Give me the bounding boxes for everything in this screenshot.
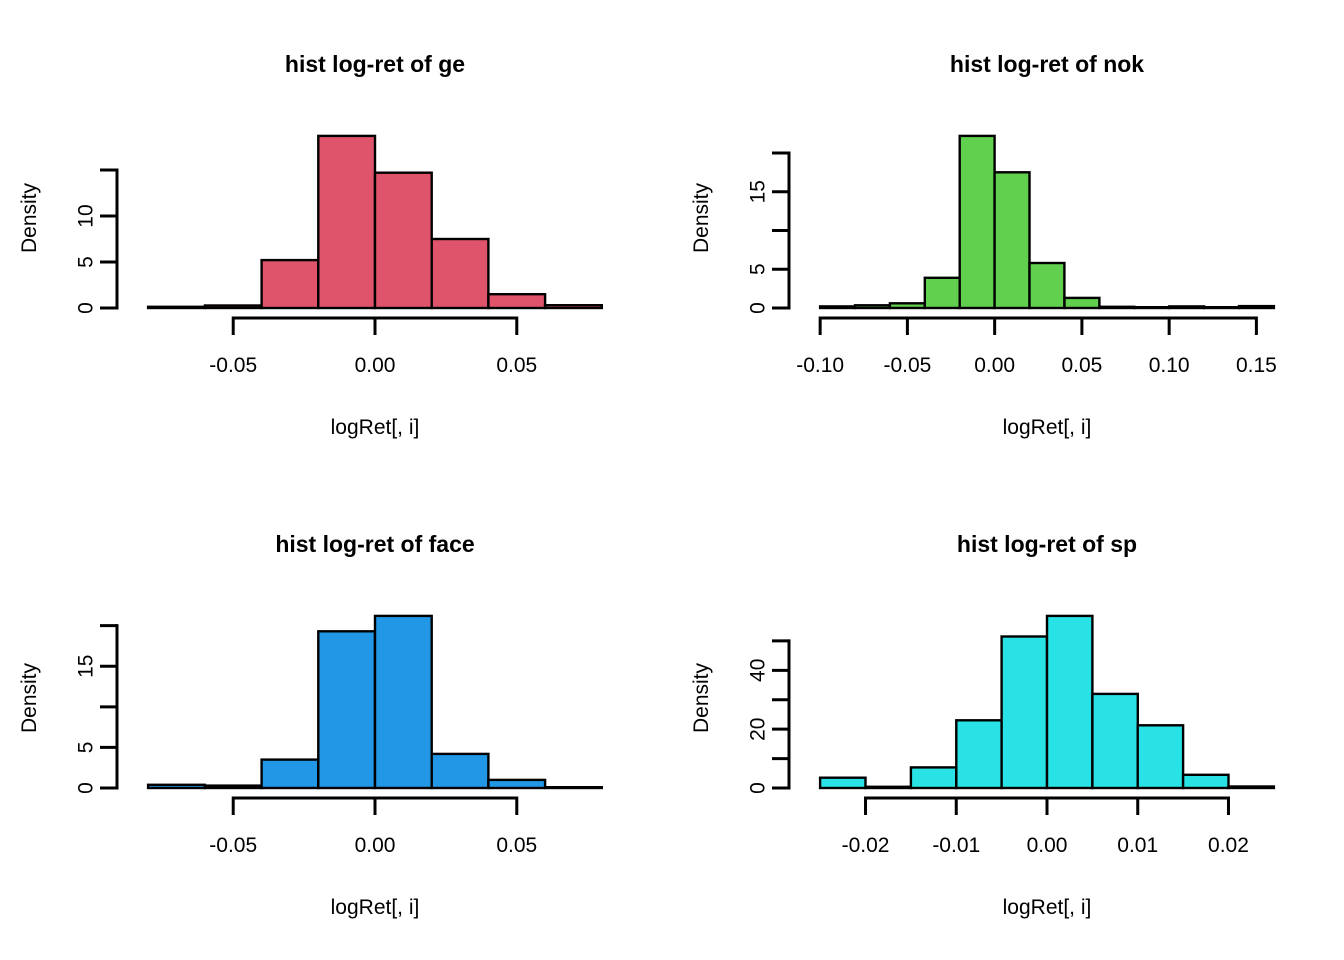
x-tick-label: 0.15 [1236, 354, 1277, 377]
histogram-bar [487, 778, 547, 790]
x-tick-label: -0.05 [209, 354, 257, 377]
x-tick-label: 0.05 [1061, 354, 1102, 377]
histogram-bar [260, 258, 320, 310]
histogram-bar [543, 786, 603, 790]
panel-ge: hist log-ret of ge Density logRet[, i] 0… [0, 0, 672, 480]
y-tick-label: 15 [75, 655, 98, 678]
x-axis-title: logRet[, i] [330, 416, 420, 439]
panel-sp: hist log-ret of sp Density logRet[, i] 0… [672, 480, 1344, 960]
y-tick-label: 10 [74, 204, 97, 227]
histogram-bar [1136, 724, 1185, 790]
histogram-bar [1202, 306, 1241, 310]
histogram-bar [955, 719, 1003, 790]
y-tick-label: 5 [75, 742, 98, 754]
histogram-bar [888, 302, 926, 310]
y-tick-label: 40 [747, 659, 770, 682]
histogram-plot-nok: 0 5 15 -0.10 -0.05 0.00 0.05 0.10 0.15 [747, 134, 1277, 377]
x-tick-label: -0.02 [842, 834, 890, 857]
histogram-bar [1063, 296, 1101, 310]
chart-title: hist log-ret of ge [284, 51, 466, 77]
histogram-bar [373, 171, 433, 310]
histogram-bar [260, 758, 320, 790]
y-tick-label: 0 [747, 782, 770, 794]
chart-title: hist log-ret of nok [949, 51, 1145, 77]
y-tick-label: 5 [74, 256, 97, 268]
x-tick-label: 0.01 [1117, 834, 1158, 857]
histogram-bar [1098, 305, 1136, 310]
histogram-bar [146, 305, 207, 310]
x-tick-label: 0.00 [355, 354, 396, 377]
histogram-bar [923, 276, 961, 310]
y-tick-label: 5 [747, 263, 770, 275]
histogram-bar [317, 630, 377, 790]
histogram-bar [1091, 692, 1139, 790]
histogram-bar [1181, 773, 1230, 790]
histogram-bar [146, 783, 207, 790]
histogram-bar [203, 784, 263, 790]
x-tick-label: 0.00 [974, 354, 1015, 377]
x-tick-label: 0.10 [1149, 354, 1190, 377]
x-tick-label: -0.01 [932, 834, 980, 857]
histogram-bar [430, 752, 490, 790]
x-tick-label: -0.05 [209, 834, 257, 857]
x-tick-label: 0.02 [1208, 834, 1249, 857]
histogram-bar [1045, 614, 1094, 790]
x-tick-label: 0.05 [496, 354, 537, 377]
chart-title: hist log-ret of face [275, 531, 475, 557]
x-tick-label: 0.05 [496, 834, 537, 857]
histogram-bar [853, 304, 892, 310]
y-tick-label: 0 [75, 302, 98, 314]
x-tick-label: 0.00 [1027, 834, 1068, 857]
x-tick-label: -0.10 [796, 354, 844, 377]
panel-nok: hist log-ret of nok Density logRet[, i] … [672, 0, 1344, 480]
histogram-bar [818, 305, 857, 310]
histogram-bar [373, 614, 433, 790]
y-tick-label: 15 [747, 180, 770, 203]
x-tick-label: 0.00 [355, 834, 396, 857]
histogram-plot-sp: 0 20 40 -0.02 -0.01 0.00 0.01 0.02 [746, 614, 1276, 857]
histogram-bar [1133, 306, 1171, 310]
histogram-bar [1227, 785, 1276, 790]
y-tick-label: 0 [747, 302, 770, 314]
histogram-bar [993, 171, 1031, 310]
histogram-bar [1000, 635, 1049, 790]
panel-face: hist log-ret of face Density logRet[, i]… [0, 480, 672, 960]
histogram-bar [1237, 304, 1276, 310]
histogram-bar [317, 134, 377, 310]
x-tick-label: -0.05 [883, 354, 931, 377]
x-axis-title: logRet[, i] [1002, 416, 1092, 439]
y-tick-label: 0 [75, 782, 98, 794]
histogram-bar [958, 134, 996, 310]
histogram-plot-face: 0 5 15 -0.05 0.00 0.05 [75, 614, 603, 857]
histogram-bar [203, 304, 263, 310]
histogram-bar [1028, 261, 1066, 310]
x-axis-title: logRet[, i] [1002, 896, 1092, 919]
y-tick-label: 20 [746, 718, 769, 741]
histogram-bar [430, 237, 490, 310]
x-axis-title: logRet[, i] [330, 896, 420, 919]
chart-title: hist log-ret of sp [956, 531, 1138, 557]
histogram-bar [818, 776, 867, 790]
histogram-plot-ge: 0 5 10 -0.05 0.00 0.05 [74, 134, 603, 377]
histogram-bar [1168, 305, 1206, 310]
histogram-bar [543, 304, 603, 310]
histogram-bar [909, 766, 958, 790]
histogram-bar [487, 293, 547, 310]
histogram-bar [864, 785, 913, 790]
